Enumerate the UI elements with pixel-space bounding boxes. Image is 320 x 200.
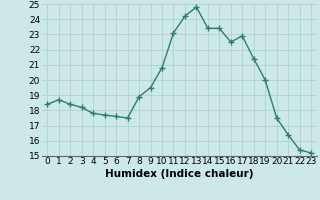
X-axis label: Humidex (Indice chaleur): Humidex (Indice chaleur): [105, 169, 253, 179]
